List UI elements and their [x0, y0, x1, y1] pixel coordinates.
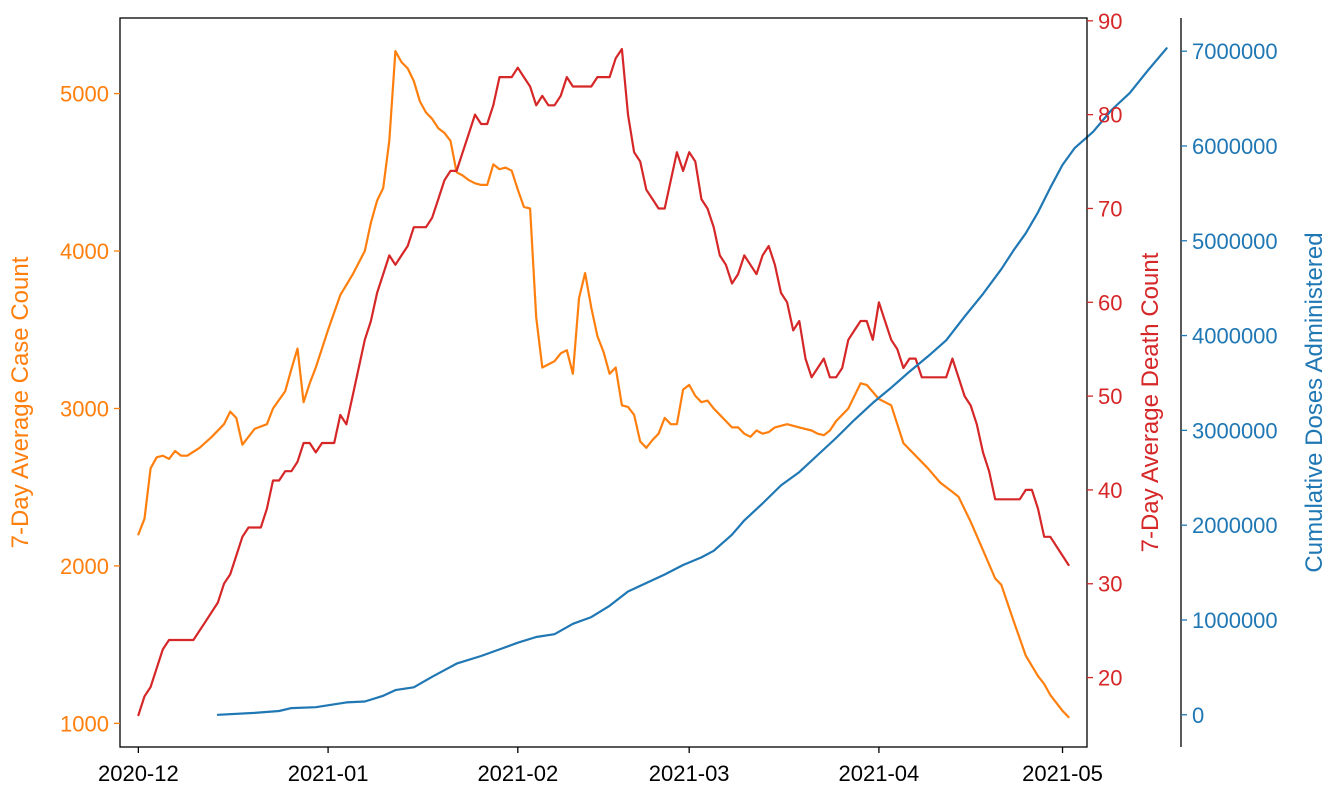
doses-y-tick-label: 1000000 [1192, 608, 1278, 633]
deaths-y-tick-label: 60 [1098, 290, 1122, 315]
plot-frame [119, 17, 1088, 748]
cases-y-tick-label: 5000 [60, 82, 109, 107]
doses-axis-label: Cumulative Doses Administered [1301, 232, 1328, 572]
deaths-y-tick-label: 20 [1098, 666, 1122, 691]
deaths-y-tick-label: 40 [1098, 478, 1122, 503]
deaths-axis-label: 7-Day Average Death Count [1137, 252, 1164, 552]
series-line-doses [216, 47, 1168, 716]
deaths-y-tick-label: 90 [1098, 9, 1122, 34]
deaths-y-tick-label: 80 [1098, 103, 1122, 128]
series-layer [137, 47, 1168, 719]
series-line-deaths [137, 47, 1070, 717]
x-tick-label: 2021-04 [839, 761, 920, 786]
doses-y-tick-label: 2000000 [1192, 513, 1278, 538]
x-tick-label: 2021-03 [649, 761, 730, 786]
x-tick-label: 2020-12 [98, 761, 179, 786]
labels-layer: 2020-12 2021-01 2021-02 2021-03 2021-04 2021-… [7, 9, 1328, 786]
cases-y-tick-label: 3000 [60, 396, 109, 421]
x-tick-label: 2021-02 [477, 761, 558, 786]
cases-y-tick-label: 4000 [60, 239, 109, 264]
doses-y-tick-label: 6000000 [1192, 134, 1278, 159]
series-line-cases [137, 50, 1070, 719]
doses-y-tick-label: 4000000 [1192, 324, 1278, 349]
x-tick-label: 2021-01 [288, 761, 369, 786]
doses-y-tick-label: 3000000 [1192, 418, 1278, 443]
axes-layer [114, 17, 1187, 753]
deaths-y-tick-label: 70 [1098, 196, 1122, 221]
cases-y-tick-label: 1000 [60, 711, 109, 736]
doses-y-tick-label: 0 [1192, 703, 1204, 728]
cases-y-tick-label: 2000 [60, 554, 109, 579]
doses-y-tick-label: 7000000 [1192, 39, 1278, 64]
deaths-y-tick-label: 50 [1098, 384, 1122, 409]
x-tick-label: 2021-05 [1022, 761, 1103, 786]
deaths-y-tick-label: 30 [1098, 572, 1122, 597]
cases-axis-label: 7-Day Average Case Count [7, 256, 34, 548]
doses-y-tick-label: 5000000 [1192, 229, 1278, 254]
